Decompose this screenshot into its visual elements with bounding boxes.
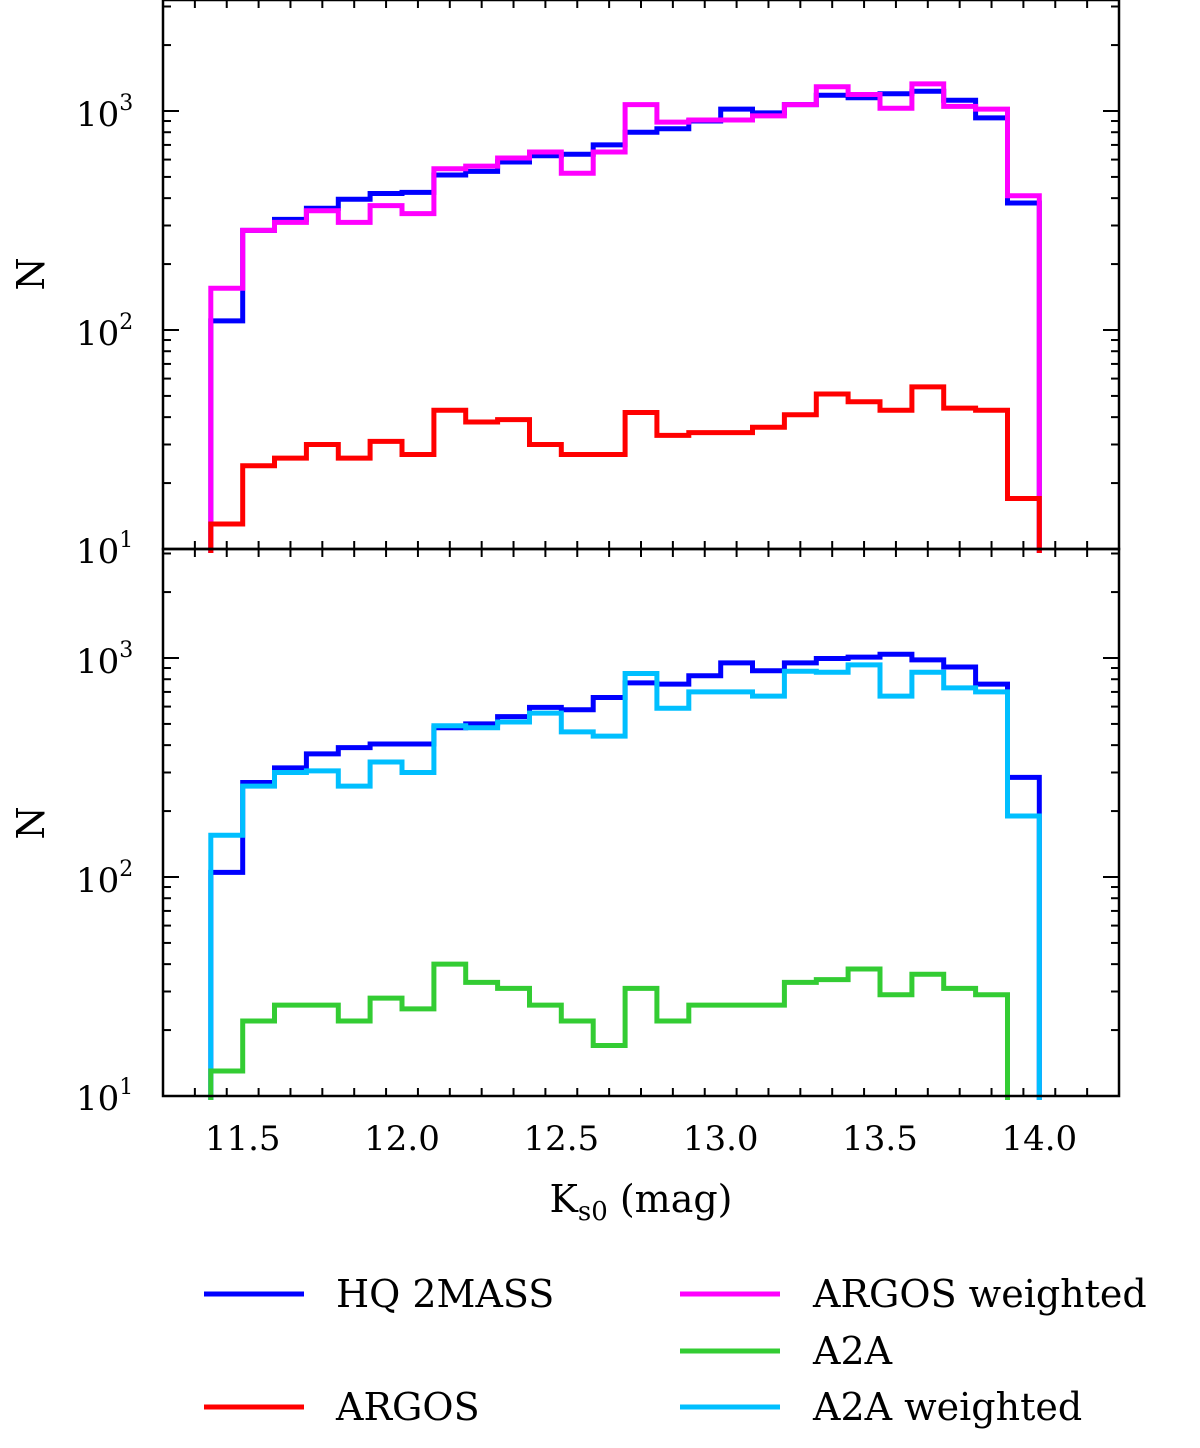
xlabel: Ks0 (mag) xyxy=(549,1177,732,1227)
legend-label-a2a-weighted: A2A weighted xyxy=(812,1385,1082,1429)
legend-label-argos-weighted: ARGOS weighted xyxy=(812,1272,1147,1316)
legend-item-argos: ARGOS xyxy=(204,1385,480,1429)
series-argos xyxy=(208,384,1042,553)
legend-item-a2a: A2A xyxy=(680,1329,893,1373)
bottom-panel-frame xyxy=(161,547,1121,1098)
top-ytick-label-1000: 103 xyxy=(76,91,133,135)
bottom-series-group xyxy=(208,651,1042,1100)
top-ytick-label-100: 102 xyxy=(76,310,133,354)
bottom-ticks-group xyxy=(162,549,1120,1097)
bottom-ytick-label-1000: 103 xyxy=(76,638,133,682)
xtick-labels-group: 11.5 12.0 12.5 13.0 13.5 14.0 xyxy=(205,1119,1077,1159)
xtick-label: 12.0 xyxy=(364,1119,440,1159)
legend-label-a2a: A2A xyxy=(812,1329,893,1373)
top-panel: 103 102 N xyxy=(9,0,1121,553)
series-a2a xyxy=(208,961,1010,1100)
legend: HQ 2MASS ARGOS ARGOS weighted A2A A2A we… xyxy=(204,1272,1147,1429)
top-ticks-group xyxy=(162,0,1120,550)
bottom-ylabel: N xyxy=(9,806,53,839)
top-panel-frame xyxy=(161,0,1121,551)
legend-item-hq-2mass: HQ 2MASS xyxy=(204,1272,554,1316)
xtick-label: 14.0 xyxy=(1001,1119,1077,1159)
shared-ytick-label-10: 101 xyxy=(76,528,133,572)
bottom-ytick-label-100: 102 xyxy=(76,857,133,901)
series-argos-weighted xyxy=(208,81,1042,553)
xtick-label: 13.0 xyxy=(683,1119,759,1159)
series-hq-2mass xyxy=(208,88,1042,553)
legend-label-hq-2mass: HQ 2MASS xyxy=(336,1272,554,1316)
bottom-ytick-label-10: 101 xyxy=(76,1075,133,1119)
top-series-group xyxy=(208,81,1042,553)
legend-label-argos: ARGOS xyxy=(335,1385,480,1429)
series-a2a-weighted xyxy=(208,662,1042,1100)
bottom-panel: 101 103 102 101 N 11.5 12.0 12.5 13.0 13.5 14… xyxy=(9,528,1121,1227)
xtick-label: 13.5 xyxy=(842,1119,918,1159)
legend-item-argos-weighted: ARGOS weighted xyxy=(680,1272,1147,1316)
top-ylabel: N xyxy=(9,257,53,290)
xtick-label: 11.5 xyxy=(205,1119,281,1159)
legend-item-a2a-weighted: A2A weighted xyxy=(680,1385,1082,1429)
xtick-label: 12.5 xyxy=(523,1119,599,1159)
